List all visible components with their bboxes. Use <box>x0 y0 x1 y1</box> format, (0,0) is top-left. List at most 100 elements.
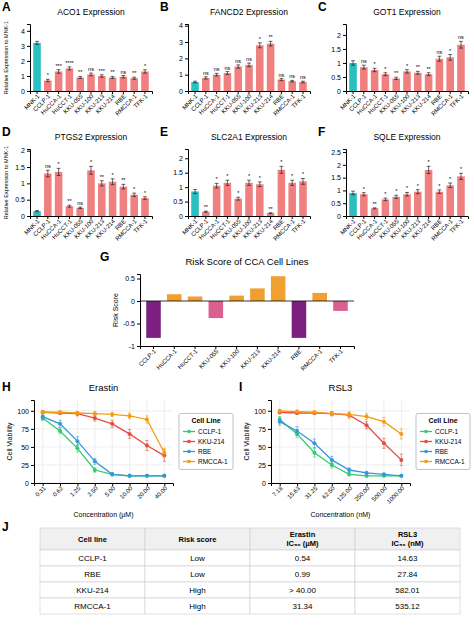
error-bar-line <box>281 166 282 173</box>
error-bar-line <box>122 75 126 76</box>
annotation: ns <box>436 49 442 55</box>
error-bar <box>313 448 316 457</box>
point <box>278 420 282 424</box>
bar <box>234 199 242 216</box>
error-bar-line <box>459 41 463 42</box>
error-bar <box>301 81 305 83</box>
bar <box>191 82 199 91</box>
error-bar <box>280 79 284 81</box>
error-bar-line <box>193 82 197 83</box>
error-bar <box>122 76 126 78</box>
bar <box>66 206 74 216</box>
error-bar-line <box>216 73 217 76</box>
bar <box>271 276 286 301</box>
y-tick-mark <box>343 35 346 36</box>
x-tick: TFK-1 <box>133 216 149 234</box>
error-bar-line <box>438 61 442 62</box>
annotation: ns <box>289 73 295 79</box>
error-bar <box>57 168 61 175</box>
y-tick-mark <box>185 158 188 159</box>
error-bar <box>41 414 44 420</box>
x-tick: TFK-1 <box>291 91 307 109</box>
error-bar-line <box>145 415 148 416</box>
bar <box>141 71 149 91</box>
error-bar <box>111 473 114 476</box>
y-axis-line <box>268 401 272 484</box>
x-tick-label: HuCCT-1 <box>177 348 199 370</box>
annotation: * <box>428 159 431 165</box>
error-bar-line <box>292 180 293 185</box>
error-bar-line <box>145 450 148 451</box>
bar <box>446 185 454 216</box>
error-bar <box>427 73 431 76</box>
error-bar <box>416 190 420 194</box>
table-cell <box>250 566 355 582</box>
point <box>128 474 132 478</box>
y-tick-label: 0.5 <box>331 74 341 81</box>
line <box>43 412 165 455</box>
error-bar-line <box>330 463 333 464</box>
title: SQLE Expression <box>373 132 440 142</box>
x-tick: 250.00 <box>353 483 371 502</box>
grid-line <box>401 400 402 483</box>
x-axis: MNK-1CCLP-1HuCCA-1HuCCT-1KKU-055KKU-100K… <box>181 91 310 117</box>
x-tick-label: 2.50 <box>86 485 99 498</box>
y-tick-label: 25 <box>258 462 266 469</box>
y-tick: 0 <box>131 298 140 305</box>
y-tick-mark <box>27 167 30 168</box>
x-axis: MNK-1CCLP-1HuCCA-1HuCCT-1KKU-055KKU-100K… <box>23 216 152 242</box>
error-bar-line <box>295 435 298 436</box>
x-tick-label: 31.25 <box>304 485 319 500</box>
error-bar-line <box>143 196 147 197</box>
y-tick-mark <box>185 173 188 174</box>
bar-panel: ***********00.511.522.5MNK-1CCLP-1HuCCA-… <box>318 125 469 242</box>
y-tick: 1 <box>21 73 30 80</box>
y-tick-label: 1 <box>179 71 183 78</box>
error-bar <box>448 183 452 188</box>
y-axis: 0255075100 <box>17 401 34 487</box>
legend-frame <box>416 414 470 470</box>
annotation: * <box>384 66 387 72</box>
error-bar-line <box>269 45 273 46</box>
bar <box>288 81 296 91</box>
x-tick: 62.50 <box>321 483 336 500</box>
point <box>145 417 149 421</box>
error-bar <box>226 72 230 75</box>
error-bar <box>111 179 115 185</box>
y-tick-mark <box>27 91 30 92</box>
error-bar <box>58 428 61 434</box>
error-bar-line <box>111 76 115 77</box>
y-tick-label: -1 <box>129 343 135 350</box>
error-bar-line <box>382 438 385 439</box>
error-bar <box>111 412 114 416</box>
point <box>330 412 334 416</box>
legend-swatch <box>424 450 428 454</box>
error-bar <box>78 76 82 78</box>
point <box>399 474 403 478</box>
y-tick-mark <box>343 49 346 50</box>
error-bar-line <box>58 427 61 428</box>
error-bar-line <box>301 81 305 82</box>
error-bar-line <box>100 74 104 75</box>
error-bar-line <box>450 55 451 61</box>
error-bar <box>269 212 273 214</box>
table-cell-text: 31.34 <box>292 602 313 611</box>
error-bar-line <box>384 200 388 201</box>
error-bar-line <box>144 197 145 200</box>
legend-entry: RBE <box>435 448 449 455</box>
error-bar-line <box>89 174 93 175</box>
error-bar <box>93 468 96 472</box>
panel-label: E <box>160 125 168 139</box>
line <box>280 422 402 476</box>
error-bar-line <box>301 178 305 179</box>
table-cell-text: CCLP-1 <box>78 554 107 563</box>
error-bar <box>348 468 351 472</box>
bar <box>392 78 400 91</box>
point <box>128 414 132 418</box>
point <box>110 472 114 476</box>
bar-panel: -1-0.500.5CCLP-1HuCCA-1HuCCT-1KKU-055KKU… <box>100 250 355 372</box>
point <box>110 472 114 476</box>
error-bar-line <box>301 82 305 83</box>
x-tick-label: CCLP-1 <box>138 348 158 368</box>
annotation: * <box>374 61 377 67</box>
